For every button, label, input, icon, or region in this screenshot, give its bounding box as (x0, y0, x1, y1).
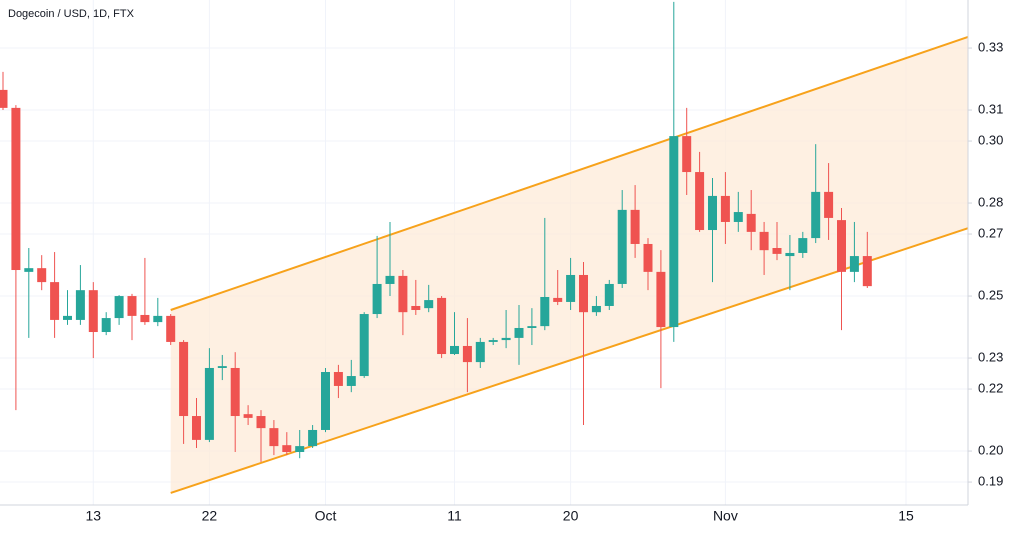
y-tick-label: 0.31 (978, 101, 1003, 116)
candle-body (140, 314, 150, 323)
candle-body (837, 220, 846, 272)
candle-body (553, 297, 563, 302)
candle-body (695, 172, 705, 231)
candle-body (321, 372, 330, 430)
candle-body (0, 89, 8, 108)
candle-body (204, 367, 214, 440)
candle-body (75, 290, 85, 320)
candle-body (488, 340, 498, 342)
candle-body (437, 297, 447, 355)
x-tick-label: 13 (86, 508, 102, 524)
candle-body (114, 296, 124, 319)
candle-body (256, 416, 266, 429)
candle-body (308, 429, 318, 447)
candle-body (849, 256, 859, 272)
candle-body (372, 283, 382, 315)
candle-body (230, 367, 240, 417)
candle-body (682, 136, 692, 173)
candle-body (824, 191, 834, 218)
candle-body (217, 366, 227, 368)
candle-body (37, 268, 47, 283)
candle-body (566, 274, 576, 302)
candle-body (630, 209, 640, 244)
x-tick-label: Oct (315, 508, 337, 524)
candle-body (720, 195, 730, 222)
candle-body (462, 345, 472, 363)
channel-upper (170, 35, 969, 311)
candle-body (11, 107, 21, 271)
candle-body (424, 300, 434, 309)
candle-body (759, 231, 769, 251)
candle-body (411, 305, 421, 311)
candle-body (295, 446, 305, 452)
candle-body (656, 271, 666, 328)
candle-body (604, 283, 614, 306)
candle-body (772, 248, 782, 254)
candle-body (333, 372, 343, 386)
candle-body (179, 341, 189, 417)
candle-body (50, 282, 60, 320)
candle-body (101, 318, 111, 333)
x-tick-label: 11 (447, 508, 462, 524)
candle-body (669, 136, 679, 328)
candle-body (501, 337, 511, 341)
candle-body (785, 252, 795, 257)
y-tick-label: 0.19 (978, 473, 1003, 488)
candle-body (798, 238, 808, 253)
x-tick-label: 22 (202, 508, 218, 524)
candle-body (359, 314, 369, 377)
candle-body (450, 345, 459, 355)
y-tick-label: 0.30 (978, 132, 1003, 147)
candle-body (617, 209, 627, 284)
candle-body (127, 296, 137, 316)
candle-body (540, 296, 550, 327)
channel-fill (170, 36, 968, 493)
x-tick-label: 15 (898, 508, 914, 524)
candle-body (385, 275, 395, 284)
candle-body (269, 428, 279, 447)
chart-title: Dogecoin / USD, 1D, FTX (8, 8, 135, 20)
candle-body (346, 376, 356, 386)
candle-body (88, 290, 98, 333)
x-tick-label: 20 (563, 508, 579, 524)
y-tick-label: 0.28 (978, 194, 1003, 209)
candle-body (475, 341, 485, 363)
candle-body (514, 327, 524, 338)
candle-body (862, 256, 872, 287)
y-tick-label: 0.25 (978, 287, 1003, 302)
candle-body (591, 305, 601, 313)
candle-body (708, 195, 717, 231)
labels: 0.19 0.20 0.22 0.23 0.25 0.27 0.28 0.30 0.31 0.33… (86, 39, 1004, 523)
candle-body (643, 243, 653, 272)
candles (0, 1, 872, 462)
candle-body (398, 275, 408, 313)
candle-body (527, 326, 537, 328)
y-tick-label: 0.20 (978, 442, 1003, 457)
candle-body (243, 414, 253, 418)
candle-body (733, 212, 743, 222)
y-tick-label: 0.33 (978, 39, 1003, 54)
candle-body (63, 315, 72, 320)
y-tick-label: 0.23 (978, 349, 1003, 364)
y-tick-label: 0.27 (978, 225, 1003, 240)
x-tick-label: Nov (713, 508, 738, 524)
y-tick-label: 0.22 (978, 380, 1003, 395)
candle-body (153, 315, 163, 323)
candle-body (282, 445, 292, 452)
candle-body (579, 274, 588, 313)
candle-body (811, 191, 821, 239)
candle-body (24, 268, 34, 272)
candle-body (192, 416, 201, 440)
candle-body (746, 213, 756, 232)
candle-body (166, 315, 176, 342)
